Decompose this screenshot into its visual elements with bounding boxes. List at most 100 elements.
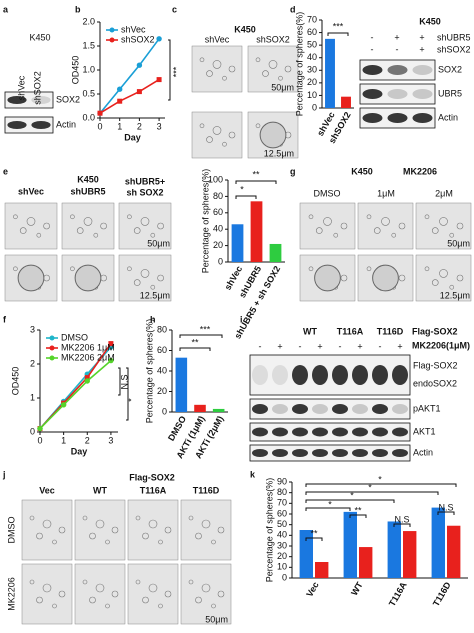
micrograph [180,499,232,561]
band [362,113,383,123]
cell [398,222,406,230]
label: + [277,341,282,351]
label: UBR5 [438,88,462,98]
y-axis-label: OD450 [10,367,20,396]
y-tick-label: 20 [277,551,287,561]
label: + [419,32,424,42]
label: WT [303,326,317,336]
label: AKT1 [413,426,436,436]
micrograph [299,254,356,302]
y-tick-label: 10 [307,90,317,100]
y-tick-label: 1.0 [82,64,95,74]
sphere [17,264,45,292]
label: 50μm [147,238,170,248]
cell [76,227,84,234]
cell [188,515,194,521]
bracket [305,537,323,541]
label: a [3,4,9,14]
label: WT [93,485,107,495]
cell [29,515,35,521]
band [387,89,408,99]
label: shVec [16,75,26,100]
x-tick-label: T116A [387,580,409,608]
y-axis-label: OD450 [70,56,80,85]
annotation: ** [252,169,260,179]
legend-marker [49,345,55,351]
band [7,121,27,129]
label: K450 [419,16,441,26]
label: Flag-SOX2 [413,360,458,370]
label: 12.5μm [140,290,170,300]
bracket [393,523,411,527]
cell [284,65,292,73]
label: k [250,469,256,479]
label: K450 [234,24,256,34]
cell [142,596,149,604]
micrograph [74,563,126,625]
y-tick-label: 40 [277,530,287,540]
point [97,110,103,116]
y-tick-label: 60 [213,207,223,217]
label: DMSO [6,517,16,544]
band [372,449,388,457]
micrograph [21,563,73,625]
cell [340,274,348,282]
x-axis-label: Day [124,132,141,142]
cell [135,515,141,521]
bar [359,547,373,578]
band [252,404,268,414]
cell [158,539,163,545]
cell [127,266,132,272]
series-line [99,38,160,114]
label: MK2206(1μM) [412,340,470,350]
cell [42,519,52,529]
band [372,404,388,414]
bar [343,511,357,578]
cell [36,596,43,604]
bar [269,243,282,262]
y-tick-label: 60 [307,27,317,37]
point [84,375,90,381]
y-tick-label: 40 [157,365,167,375]
series-line [99,78,160,114]
bracket [235,195,257,199]
point [116,86,123,92]
cell [228,131,236,139]
bracket [179,347,211,351]
label: Actin [56,119,76,129]
cell [26,217,36,226]
blot [249,398,411,420]
point [136,89,142,95]
bar [231,224,244,262]
band [252,427,268,437]
label: T116D [377,326,404,336]
cell [278,75,283,81]
band [312,404,328,414]
cell [424,266,430,272]
micrograph [4,202,58,250]
label: e [3,166,8,176]
cell [398,274,406,282]
bar [194,404,206,412]
band [352,427,368,437]
cell [201,519,211,529]
label: shUBR5 [437,32,471,42]
label: f [3,314,7,324]
y-tick-label: 80 [213,191,223,201]
bracket [305,491,439,495]
bracket [235,180,277,184]
cell [157,274,164,282]
cell [93,232,99,238]
cell [449,232,455,238]
micrograph [21,499,73,561]
band [252,449,268,457]
cell [82,515,88,521]
cell [449,284,455,290]
bracket [118,367,121,396]
band [312,427,328,437]
legend-label: MK2206 2μM [61,352,115,362]
legend-marker [49,335,55,341]
band [352,449,368,457]
bracket [179,334,223,338]
bracket [305,483,457,487]
